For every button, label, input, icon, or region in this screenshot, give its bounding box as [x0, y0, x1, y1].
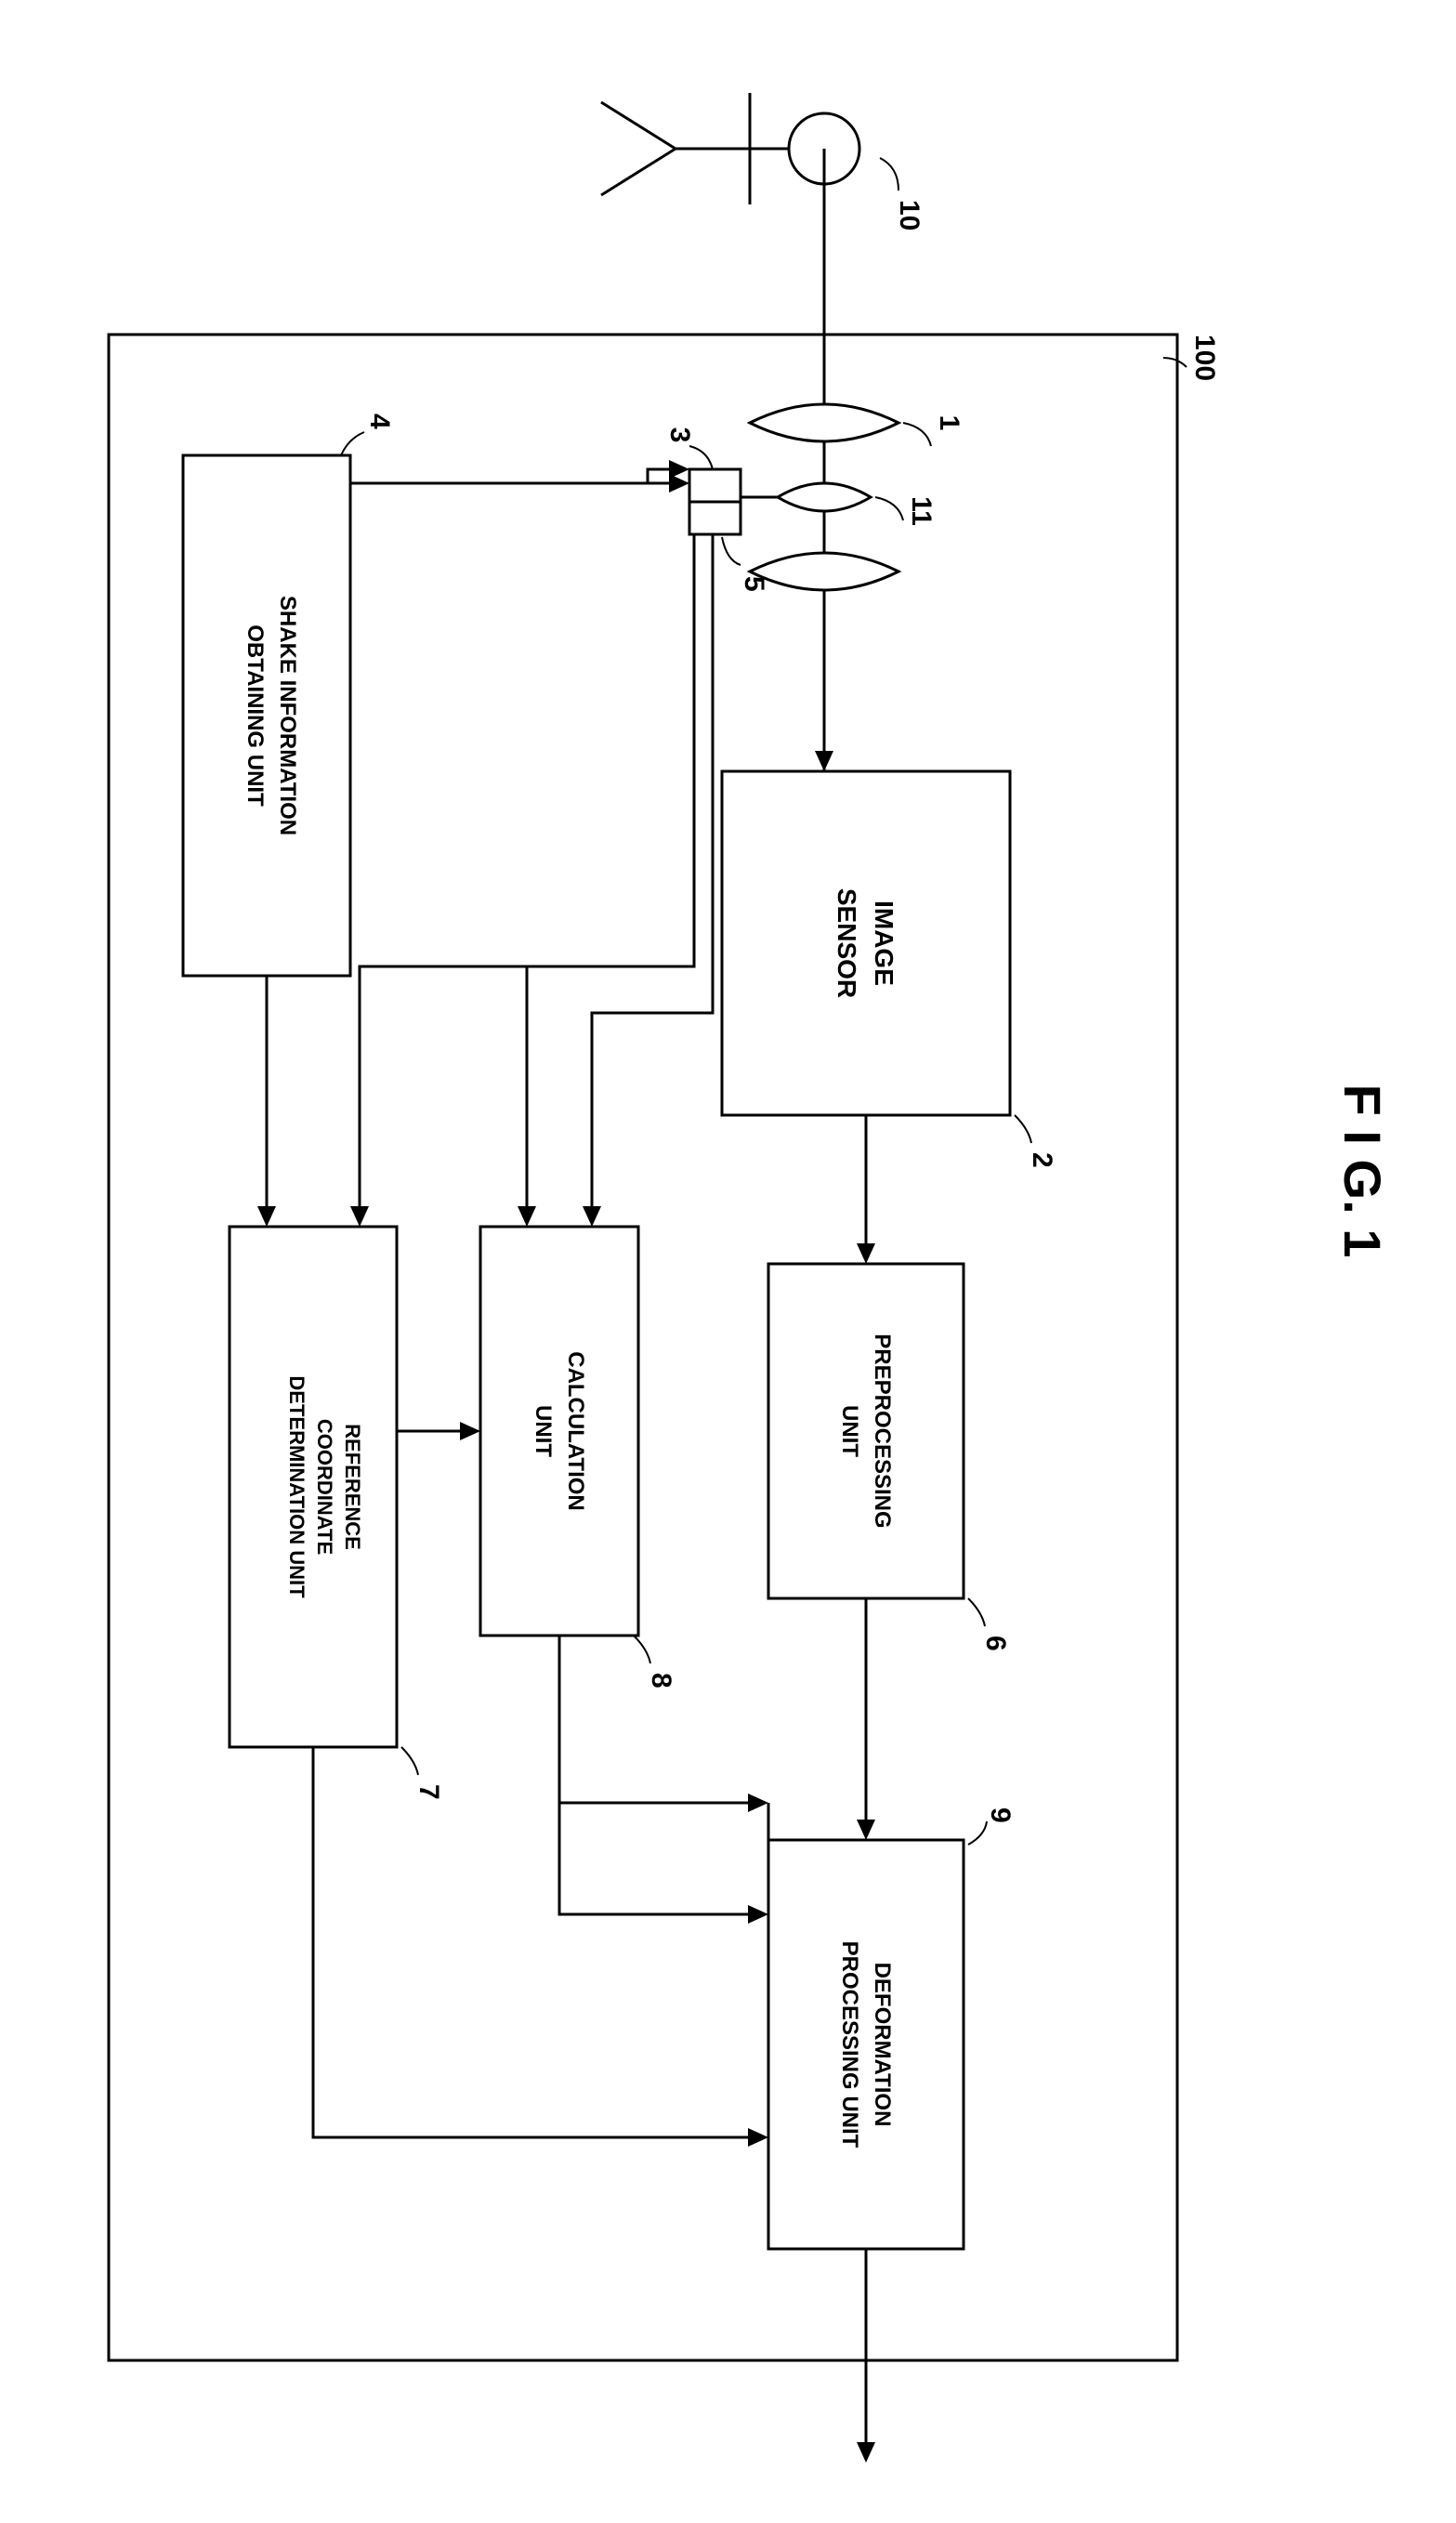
figure-title: F I G. 1: [1333, 1084, 1392, 1258]
lead-lens-front: [903, 423, 931, 446]
ref-image-sensor: 2: [1027, 1152, 1057, 1168]
lens-mid: [778, 483, 871, 511]
lead-enc-zoom: [689, 446, 713, 469]
lead-lens-mid: [875, 497, 903, 520]
ref-lens-mid: 11: [906, 496, 937, 526]
arrow-preproc-to-deform: [857, 1598, 875, 1840]
label-image-sensor-l2: SENSOR: [833, 888, 861, 998]
lead-deform: [968, 1821, 987, 1845]
ref-lens-front: 1: [934, 415, 964, 431]
lead-calc: [634, 1636, 650, 1663]
label-deform-l1: DEFORMATION: [870, 1963, 895, 2127]
arrow-ref-to-deform: [313, 1747, 768, 2147]
bus-encoders-out: [350, 534, 713, 1227]
label-deform-l2: PROCESSING UNIT: [837, 1941, 862, 2148]
ref-calc: 8: [646, 1673, 676, 1689]
encoder-zoom: [689, 469, 741, 502]
arrow-sensor-to-preproc: [857, 1115, 875, 1264]
arrow-ref-to-calc: [397, 1422, 480, 1440]
lead-preproc: [968, 1598, 985, 1626]
ref-shake: 4: [364, 414, 395, 429]
subject-icon: [601, 93, 859, 204]
block-reference: [230, 1227, 397, 1747]
label-ref-l2: COORDINATE: [313, 1419, 336, 1555]
label-shake-l1: SHAKE INFORMATION: [275, 596, 300, 835]
ref-deform: 9: [985, 1807, 1016, 1823]
block-preprocessing: [768, 1264, 964, 1598]
arrow-output: [857, 2249, 875, 2463]
ref-apparatus: 100: [1189, 335, 1220, 381]
lead-image-sensor: [1015, 1115, 1031, 1143]
lead-subject: [880, 158, 899, 191]
lead-ref: [401, 1747, 418, 1775]
ref-enc-focus: 5: [739, 576, 769, 592]
lens-front: [750, 404, 899, 441]
lead-enc-focus: [722, 537, 741, 565]
arrow-shake-to-ref: [257, 976, 276, 1227]
label-ref-l1: REFERENCE: [341, 1424, 364, 1550]
ref-enc-zoom: 3: [664, 427, 695, 443]
arrow-calc-to-deform: [559, 1636, 768, 1840]
label-image-sensor-l1: IMAGE: [870, 900, 899, 986]
encoder-focus: [689, 502, 741, 534]
arrow-shake-to-encoder-real: [350, 460, 689, 483]
block-calculation: [480, 1227, 638, 1636]
label-shake-l2: OBTAINING UNIT: [243, 624, 268, 807]
label-calc-l2: UNIT: [531, 1405, 556, 1457]
ref-subject: 10: [894, 200, 925, 230]
lead-apparatus: [1163, 358, 1187, 367]
label-calc-l1: CALCULATION: [563, 1351, 588, 1511]
label-preproc-l2: UNIT: [837, 1405, 862, 1457]
optical-axis: [815, 149, 833, 771]
lens-rear: [750, 553, 899, 590]
ref-preproc: 6: [980, 1636, 1011, 1651]
lead-shake: [341, 432, 364, 455]
label-ref-l3: DETERMINATION UNIT: [285, 1375, 308, 1598]
block-deformation: [768, 1840, 964, 2249]
block-image-sensor: [722, 771, 1010, 1115]
ref-ref: 7: [413, 1784, 444, 1800]
label-preproc-l1: PREPROCESSING: [870, 1334, 895, 1528]
